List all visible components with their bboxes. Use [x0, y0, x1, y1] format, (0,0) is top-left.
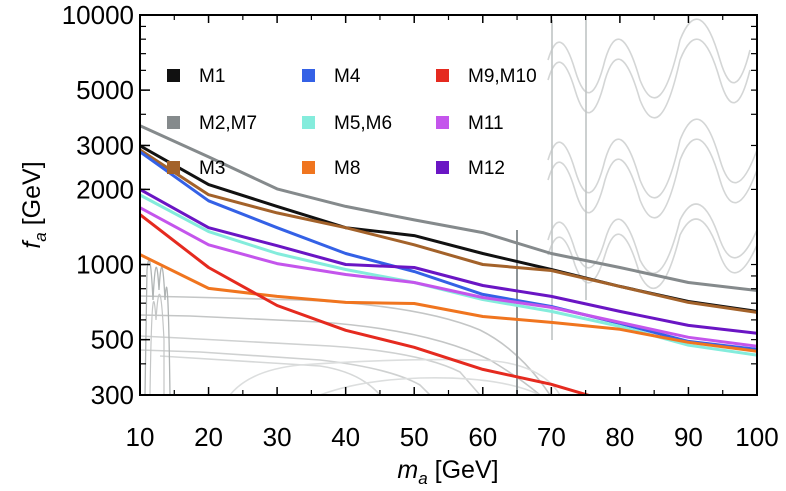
- y-tick-label: 300: [91, 380, 134, 410]
- legend-swatch: [302, 161, 315, 174]
- background-wiggle: [547, 218, 757, 290]
- x-tick-label: 30: [263, 422, 292, 452]
- background-wiggle: [547, 138, 757, 219]
- y-tick-label: 1000: [76, 250, 134, 280]
- legend-label: M12: [468, 158, 505, 179]
- x-tick-label: 20: [194, 422, 223, 452]
- x-tick-label: 60: [468, 422, 497, 452]
- series-line-m8: [140, 253, 757, 353]
- series-line-m11: [140, 206, 757, 348]
- legend: M1 M2,M7 M3 M4 M5,M6 M8 M9,M10 M11 M12: [167, 66, 537, 179]
- legend-label: M9,M10: [468, 66, 537, 87]
- background-curve: [140, 349, 431, 395]
- series-group: [140, 124, 757, 395]
- x-tick-label: 90: [674, 422, 703, 452]
- legend-label: M1: [199, 66, 225, 87]
- x-tick-label: 100: [735, 422, 778, 452]
- y-tick-label: 2000: [76, 174, 134, 204]
- legend-label: M2,M7: [199, 113, 257, 134]
- axes: 10 20 30 40 50 60 70 80 90 100 300 500 1000 2000 3000 5…: [62, 0, 779, 452]
- series-line-m12: [140, 188, 757, 335]
- y-tick-label: 500: [91, 325, 134, 355]
- legend-swatch: [436, 161, 449, 174]
- series-line-m9-m10: [140, 213, 593, 395]
- legend-label: M3: [199, 158, 225, 179]
- y-axis-label: fa [GeV]: [18, 161, 50, 248]
- background-curve: [319, 377, 541, 395]
- legend-label: M5,M6: [334, 113, 392, 134]
- legend-swatch: [167, 161, 180, 174]
- background-wiggle: [547, 18, 751, 99]
- x-tick-label: 70: [537, 422, 566, 452]
- background-curve: [140, 335, 481, 395]
- legend-swatch: [436, 116, 449, 129]
- y-tick-label: 3000: [76, 130, 134, 160]
- background-wiggle: [547, 38, 751, 119]
- y-tick-label: 10000: [62, 0, 134, 30]
- x-axis-label: ma [GeV]: [397, 456, 498, 486]
- legend-swatch: [302, 69, 315, 82]
- legend-swatch: [167, 116, 180, 129]
- legend-swatch: [436, 69, 449, 82]
- legend-swatch: [302, 116, 315, 129]
- series-line-m2-m7: [140, 124, 757, 292]
- x-tick-label: 10: [126, 422, 155, 452]
- background-curve: [140, 295, 551, 395]
- legend-label: M4: [334, 66, 361, 87]
- x-tick-label: 80: [605, 422, 634, 452]
- legend-swatch: [167, 69, 180, 82]
- background-constraint-curves: [140, 15, 757, 395]
- x-tick-label: 50: [400, 422, 429, 452]
- legend-label: M8: [334, 158, 360, 179]
- background-wiggle: [547, 203, 757, 275]
- background-curve: [140, 314, 541, 395]
- background-wiggle: [144, 259, 171, 395]
- legend-label: M11: [468, 113, 504, 134]
- series-line-m4: [140, 150, 757, 351]
- background-curve: [159, 355, 381, 395]
- y-tick-label: 5000: [76, 75, 134, 105]
- background-wiggle: [547, 118, 757, 199]
- background-wiggle: [149, 293, 165, 395]
- series-line-m3: [140, 148, 757, 314]
- background-curve: [229, 358, 561, 395]
- x-tick-label: 40: [331, 422, 360, 452]
